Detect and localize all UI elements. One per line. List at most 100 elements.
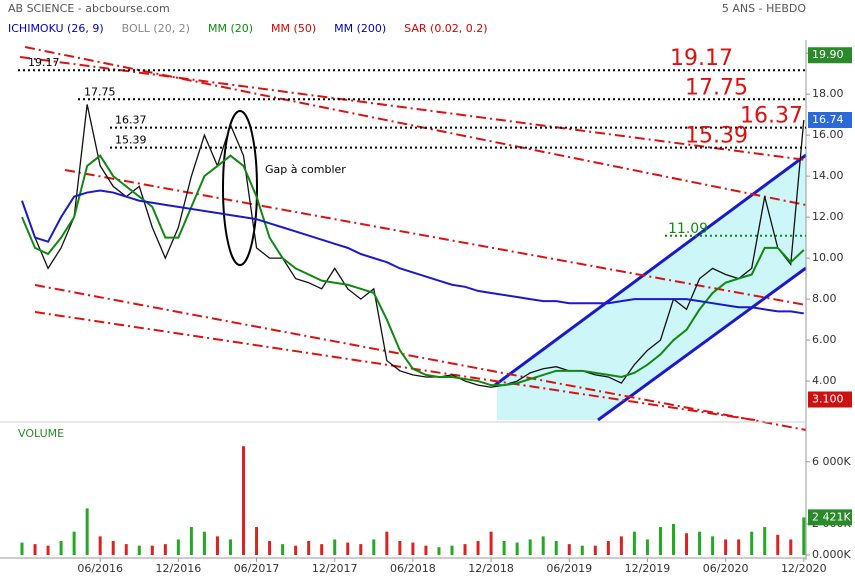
y-tick-label: 4.00 (812, 374, 837, 387)
volume-bar (176, 539, 180, 555)
trend-line (19, 56, 807, 161)
badge-label: 16.74 (812, 113, 844, 126)
level-label: 16.37 (115, 114, 147, 127)
level-big-label: 19.17 (670, 46, 733, 71)
volume-bar (72, 531, 76, 555)
volume-bar (567, 544, 571, 555)
volume-bar (268, 541, 272, 555)
volume-bar (124, 544, 128, 555)
volume-bar (711, 536, 715, 555)
period: 5 ANS - HEBDO (722, 2, 806, 15)
volume-bar (541, 536, 545, 555)
volume-bar (294, 545, 298, 555)
level-label: 19.17 (28, 56, 60, 69)
legend-item: MM (50) (271, 22, 316, 35)
volume-bar (359, 544, 363, 555)
badge-label: 3.100 (812, 393, 844, 406)
volume-bar (333, 539, 337, 555)
volume-bar (85, 508, 89, 555)
volume-bar (411, 542, 415, 555)
volume-bar (632, 531, 636, 555)
channel-fill (497, 155, 806, 420)
volume-bar (202, 531, 206, 555)
volume-bar (150, 545, 154, 555)
volume-bar (307, 541, 311, 555)
level-big-label: 17.75 (685, 75, 748, 100)
annotation: Gap à combler (265, 163, 346, 176)
volume-bar (724, 539, 728, 555)
volume-bar (385, 531, 389, 555)
x-tick-label: 12/2018 (468, 562, 514, 575)
y-tick-label: 18.00 (812, 87, 844, 100)
volume-bar (515, 542, 519, 555)
volume-bar (281, 544, 285, 555)
trend-line (64, 169, 807, 306)
volume-bar (580, 545, 584, 555)
volume-bar (189, 527, 193, 555)
moving-average (21, 189, 804, 315)
x-tick-label: 06/2017 (234, 562, 280, 575)
badge-label: 2 421K (812, 510, 851, 523)
volume-bar (463, 544, 467, 555)
y-tick-label: 6 000K (812, 455, 851, 468)
value-badge (808, 47, 852, 64)
volume-title: VOLUME (18, 427, 64, 440)
support-label: 11.09 (668, 221, 708, 237)
value-badge (808, 112, 852, 128)
volume-bar (46, 545, 50, 555)
y-tick-label: 6.00 (812, 333, 837, 346)
volume-bar (228, 539, 232, 555)
gap-ellipse (222, 110, 258, 266)
y-tick-label: 14.00 (812, 169, 844, 182)
volume-bar (163, 544, 167, 555)
volume-bar (489, 531, 493, 555)
volume-bar (606, 541, 610, 555)
volume-bar (776, 534, 780, 555)
volume-bar (750, 531, 754, 555)
volume-bar (242, 446, 246, 555)
volume-bar (619, 536, 623, 555)
moving-average (21, 154, 805, 387)
volume-bar (20, 542, 24, 555)
legend-item: ICHIMOKU (26, 9) (8, 22, 104, 35)
volume-bar (802, 517, 806, 555)
volume-bar (554, 541, 558, 555)
legend-item: MM (20) (208, 22, 253, 35)
volume-bar (215, 536, 219, 555)
y-tick-label: 8.00 (812, 292, 837, 305)
volume-bar (737, 539, 741, 555)
legend-item: BOLL (20, 2) (122, 22, 190, 35)
trend-line (34, 311, 756, 421)
volume-bar (372, 539, 376, 555)
x-tick-label: 12/2016 (156, 562, 202, 575)
volume-bar (593, 545, 597, 555)
volume-bar (672, 523, 675, 555)
x-tick-label: 06/2016 (77, 562, 123, 575)
x-tick-label: 12/2017 (312, 562, 358, 575)
y-tick-label: 12.00 (812, 210, 844, 223)
legend-item: MM (200) (334, 22, 386, 35)
x-tick-label: 06/2019 (546, 562, 592, 575)
trend-line (494, 153, 807, 387)
value-badge (808, 509, 852, 526)
volume-bar (437, 547, 441, 555)
level-label: 17.75 (84, 85, 116, 98)
volume-bar (528, 539, 532, 555)
volume-bar (398, 541, 402, 555)
volume-bar (59, 541, 63, 555)
legend: ICHIMOKU (26, 9) BOLL (20, 2) MM (20) MM (5… (8, 22, 488, 35)
y-tick-label: 0.000K (812, 548, 851, 561)
volume-bar (502, 541, 506, 555)
volume-bar (346, 542, 350, 555)
y-tick-label: 10.00 (812, 251, 844, 264)
level-big-label: 15.39 (685, 124, 748, 149)
volume-bar (111, 541, 115, 555)
chart-title: AB SCIENCE - abcbourse.com (8, 2, 170, 15)
trend-line (597, 266, 807, 422)
volume-bar (450, 545, 454, 555)
volume-bar (33, 544, 37, 555)
y-tick-label: 16.00 (812, 128, 844, 141)
volume-bar (645, 539, 649, 555)
x-tick-label: 06/2020 (703, 562, 749, 575)
badge-label: 19.90 (812, 48, 844, 61)
